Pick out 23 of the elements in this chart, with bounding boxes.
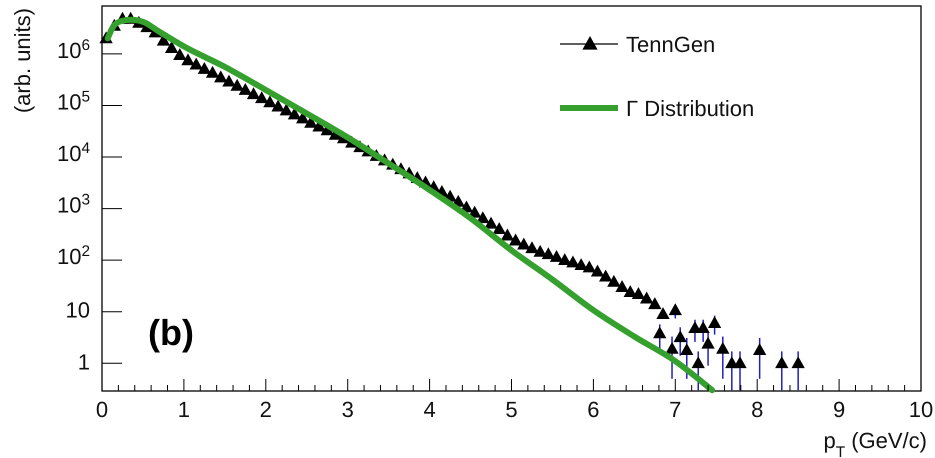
y-tick-label: 10: [66, 298, 90, 323]
y-tick-label: 10$^{3}$: [56, 191, 90, 218]
x-axis-title: p$_{T}$ (GeV/c): [823, 428, 927, 458]
y-tick-label: 10$^{5}$: [56, 88, 90, 114]
x-tick-label: 10: [908, 397, 934, 422]
x-tick-label: 1: [178, 397, 190, 422]
x-tick-label: 9: [832, 397, 846, 422]
x-tick-label: 3: [342, 397, 354, 422]
legend-label: Γ Distribution: [626, 96, 754, 121]
x-tick-label: 0: [96, 397, 108, 422]
x-tick-label: 7: [669, 397, 682, 422]
legend-label: TennGen: [626, 32, 716, 57]
y-tick-label: 10$^{2}$: [56, 242, 90, 270]
annotation: (b): [148, 312, 194, 353]
x-tick-label: 4: [423, 397, 436, 422]
x-tick-label: 2: [260, 397, 272, 422]
y-tick-label: 10$^{4}$: [56, 140, 90, 166]
y-tick-label: 1: [78, 349, 90, 374]
x-tick-label: 6: [587, 397, 600, 422]
y-axis-title: (arb. units): [10, 8, 35, 114]
y-tick-label: 10$^{6}$: [56, 36, 90, 63]
x-tick-label: 8: [751, 397, 764, 422]
x-tick-label: 5: [505, 397, 518, 422]
